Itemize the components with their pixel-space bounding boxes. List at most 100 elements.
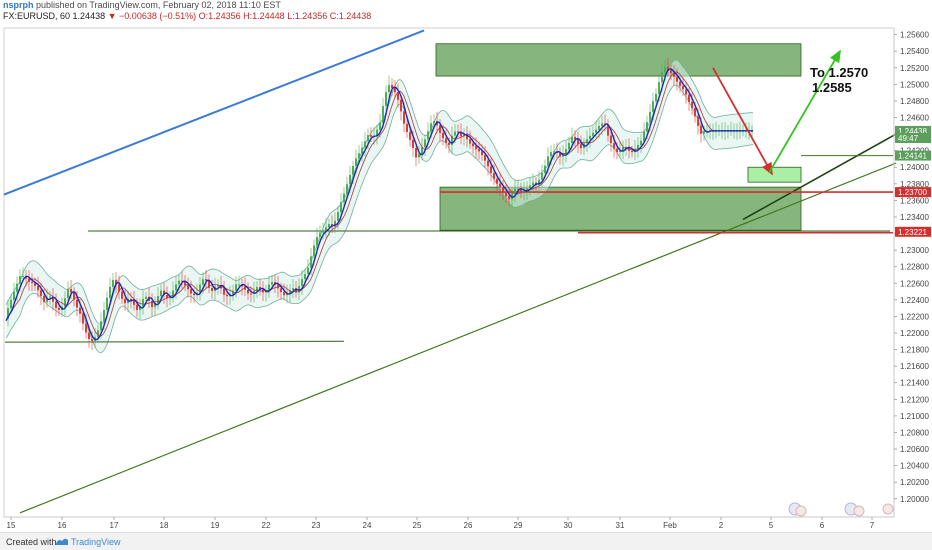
candle-body	[238, 284, 240, 286]
candle-body	[64, 298, 66, 307]
candle-body	[247, 289, 249, 294]
candle-body	[691, 101, 693, 109]
candle-body	[673, 73, 675, 77]
moving-averages-layer	[5, 68, 753, 341]
economic-event-icon[interactable]	[795, 505, 807, 517]
price-tick-label: 1.24800	[900, 97, 929, 106]
candle-body	[529, 185, 531, 189]
symbol-label[interactable]: FX:EURUSD, 60	[3, 11, 71, 21]
price-tick-label: 1.25600	[900, 31, 929, 40]
tradingview-brand-link[interactable]: TradingView	[71, 537, 121, 547]
candle-body	[106, 297, 108, 311]
candle-body	[79, 307, 81, 314]
candle-body	[496, 178, 498, 184]
candle-body	[469, 139, 471, 144]
author-username[interactable]: nsprph	[3, 0, 34, 10]
candle-body	[97, 330, 99, 338]
candle-body	[661, 72, 663, 83]
bollinger-lower-line	[5, 84, 754, 354]
candle-body	[553, 151, 555, 153]
candle-body	[181, 280, 183, 282]
candle-body	[400, 99, 402, 112]
candle-body	[574, 136, 576, 140]
candle-body	[223, 288, 225, 295]
candle-body	[37, 285, 39, 291]
candle-body	[370, 135, 372, 137]
fast-moving-average	[5, 68, 753, 341]
candle-body	[376, 129, 378, 136]
price-tick-label: 1.22400	[900, 296, 929, 305]
candle-body	[394, 87, 396, 93]
candle-body	[169, 296, 171, 299]
candle-body	[607, 124, 609, 136]
candle-body	[157, 296, 159, 303]
candle-body	[526, 188, 528, 191]
price-tick-label: 1.23800	[900, 180, 929, 189]
candle-body	[595, 129, 597, 133]
candle-body	[232, 290, 234, 295]
candle-body	[100, 321, 102, 331]
projection-arrow-0	[712, 67, 773, 176]
candle-body	[16, 283, 18, 292]
price-tick-label: 1.24600	[900, 114, 929, 123]
candle-body	[43, 295, 45, 303]
published-info: published on TradingView.com, February 0…	[36, 0, 281, 10]
candle-body	[352, 165, 354, 176]
candle-body	[325, 227, 327, 231]
candle-body	[523, 190, 525, 192]
candle-body	[649, 111, 651, 123]
candle-body	[622, 147, 624, 151]
candle-body	[700, 125, 702, 134]
candle-body	[118, 284, 120, 292]
projection-arrow-1	[768, 49, 841, 174]
event-icons	[788, 502, 894, 517]
candle-body	[355, 158, 357, 166]
candle-body	[367, 135, 369, 142]
candle-body	[139, 306, 141, 311]
candle-body	[430, 123, 432, 132]
time-tick-label: 22	[262, 521, 271, 530]
candle-body	[541, 172, 543, 180]
economic-event-icon[interactable]	[853, 505, 865, 517]
candle-body	[547, 156, 549, 166]
candle-body	[301, 279, 303, 286]
candle-body	[340, 202, 342, 212]
candle-body	[466, 134, 468, 140]
time-tick-label: 26	[464, 521, 473, 530]
candle-body	[184, 281, 186, 286]
candle-body	[610, 135, 612, 144]
tradingview-logo-icon[interactable]	[55, 535, 69, 549]
candle-body	[70, 288, 72, 293]
candle-body	[217, 284, 219, 287]
candle-body	[160, 290, 162, 297]
price-axis[interactable]: 1.25600 1.25400 1.25200 1.25000 1.24800 1.246…	[893, 28, 929, 517]
candle-body	[46, 297, 48, 303]
zone-rect-2	[747, 166, 802, 183]
time-tick-label: 16	[58, 521, 67, 530]
annotation-target-1: To 1.2570	[810, 65, 868, 80]
candle-body	[652, 101, 654, 112]
candle-body	[646, 122, 648, 132]
time-axis[interactable]: 15 16 17 18 19 22 23 24 25 26 29 30 31 Feb 2 5 6 7	[4, 516, 894, 530]
candle-body	[166, 294, 168, 299]
candle-body	[175, 284, 177, 291]
candle-body	[379, 122, 381, 130]
economic-event-icon[interactable]	[882, 503, 894, 515]
price-label-box	[895, 132, 931, 143]
candle-body	[586, 139, 588, 144]
candle-body	[361, 147, 363, 154]
candle-body	[226, 294, 228, 297]
ohlc-values: O:1.24356 H:1.24448 L:1.24356 C:1.24438	[198, 11, 372, 21]
candle-body	[517, 188, 519, 190]
candle-body	[391, 84, 393, 88]
price-tick-label: 1.24000	[900, 163, 929, 172]
candle-body	[502, 187, 504, 192]
candle-body	[508, 196, 510, 200]
candle-body	[7, 308, 9, 319]
candle-body	[481, 151, 483, 156]
price-label-box	[895, 187, 931, 198]
candle-body	[49, 296, 51, 298]
price-tick-label: 1.20200	[900, 478, 929, 487]
candle-body	[103, 310, 105, 322]
